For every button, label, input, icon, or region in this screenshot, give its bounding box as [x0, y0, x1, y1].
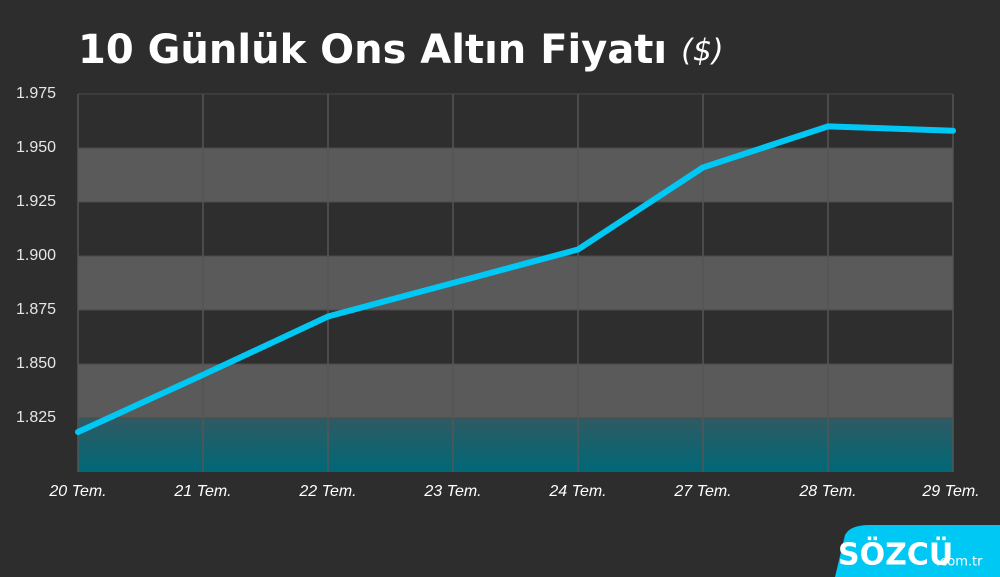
y-tick-label: 1.900	[16, 247, 56, 264]
x-tick-label: 29 Tem.	[921, 483, 979, 500]
logo-domain: .com.tr	[936, 555, 983, 570]
series-line	[75, 123, 956, 436]
x-tick-label: 27 Tem.	[673, 483, 731, 500]
band	[78, 148, 953, 202]
x-tick-label: 24 Tem.	[548, 483, 606, 500]
x-tick-label: 22 Tem.	[298, 483, 356, 500]
chart-subtitle: ($)	[681, 34, 724, 69]
y-tick-label: 1.950	[16, 139, 56, 156]
x-tick-label: 20 Tem.	[48, 483, 106, 500]
x-tick-label: 21 Tem.	[173, 483, 231, 500]
x-tick-label: 23 Tem.	[423, 483, 481, 500]
bottom-band	[78, 418, 953, 472]
y-tick-label: 1.975	[16, 85, 56, 102]
chart-title: 10 Günlük Ons Altın Fiyatı	[78, 27, 667, 73]
y-tick-label: 1.925	[16, 193, 56, 210]
logo-badge	[835, 525, 1000, 577]
y-tick-label: 1.825	[16, 409, 56, 426]
x-tick-label: 28 Tem.	[798, 483, 856, 500]
logo-name: SÖZCÜ	[838, 536, 953, 573]
band	[78, 364, 953, 418]
y-tick-label: 1.875	[16, 301, 56, 318]
y-tick-label: 1.850	[16, 355, 56, 372]
